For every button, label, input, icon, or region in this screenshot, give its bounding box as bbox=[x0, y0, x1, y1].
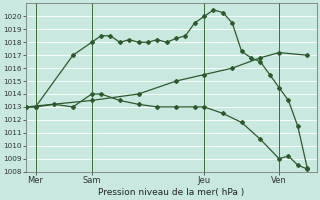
X-axis label: Pression niveau de la mer( hPa ): Pression niveau de la mer( hPa ) bbox=[98, 188, 244, 197]
